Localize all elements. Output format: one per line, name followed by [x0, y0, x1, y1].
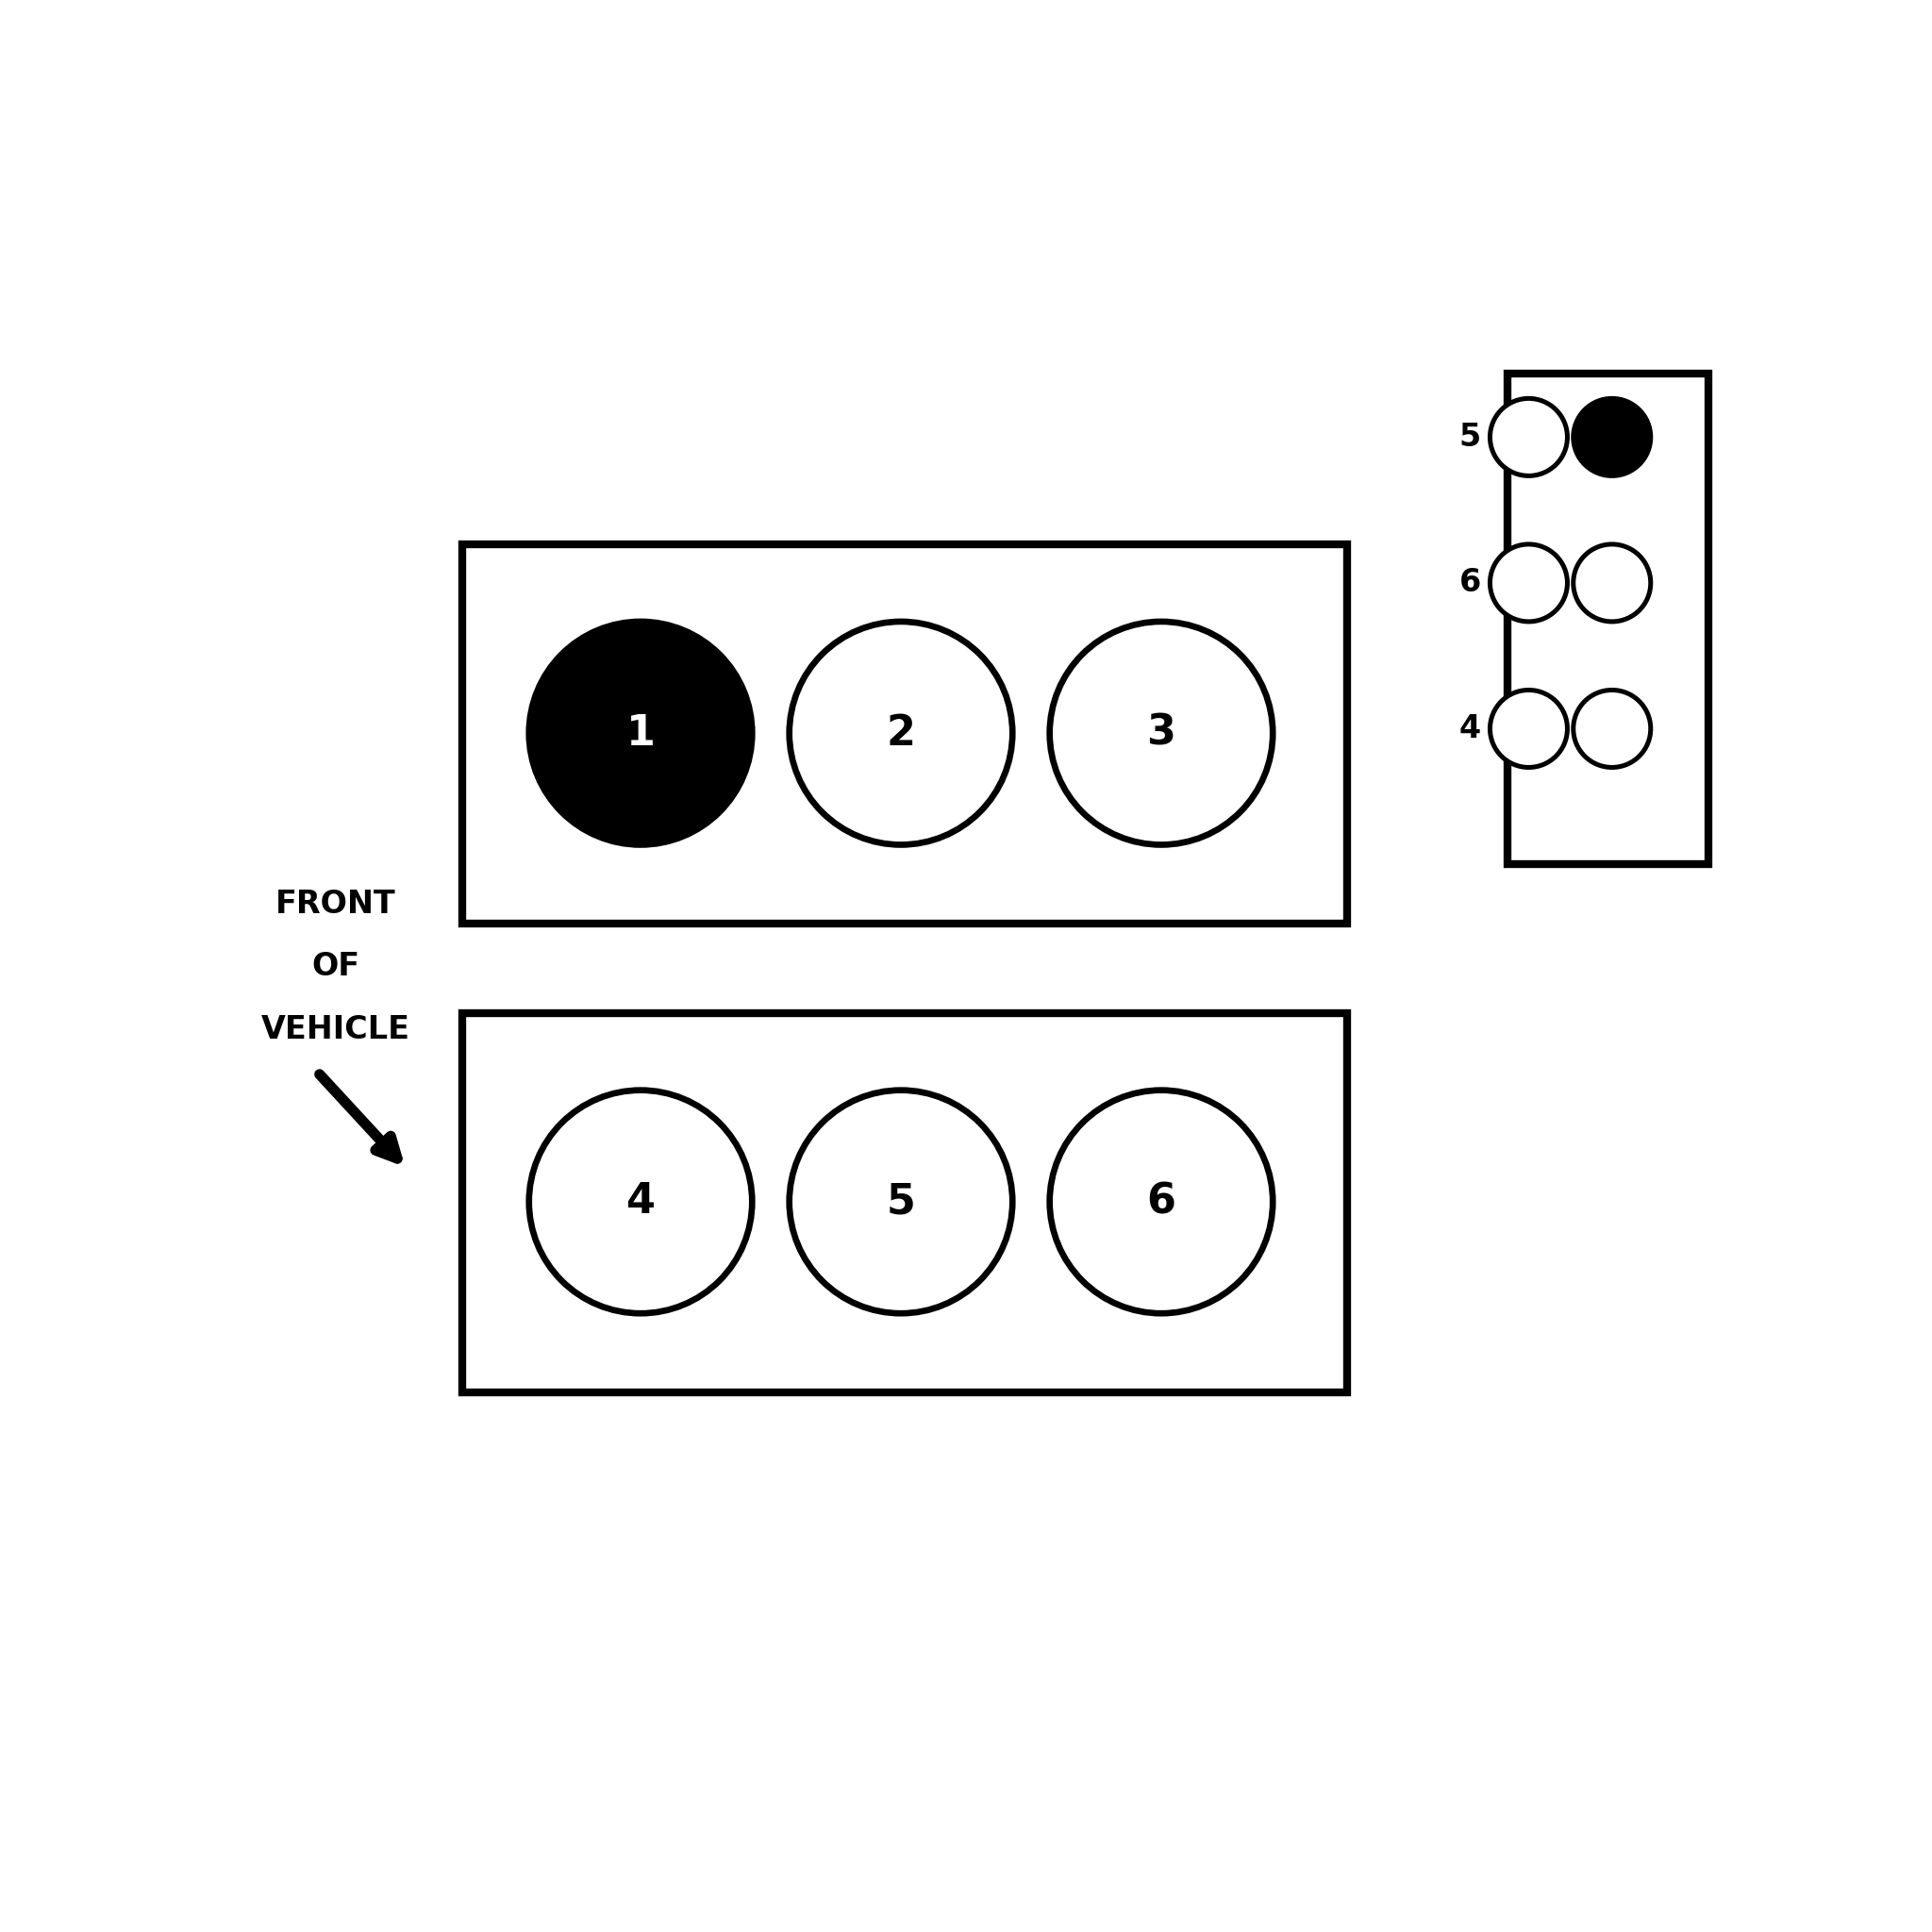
- Text: FRONT: FRONT: [276, 889, 396, 920]
- Text: 2: 2: [887, 713, 916, 753]
- Text: 5: 5: [887, 1182, 916, 1223]
- Circle shape: [1573, 545, 1650, 622]
- Text: 6: 6: [1146, 1182, 1177, 1223]
- Bar: [462, 1012, 1347, 1393]
- Text: 1: 1: [626, 713, 655, 753]
- Text: 4: 4: [1459, 713, 1482, 744]
- Circle shape: [1573, 690, 1650, 767]
- Circle shape: [1490, 398, 1567, 475]
- Circle shape: [790, 622, 1012, 844]
- Text: 4: 4: [626, 1182, 655, 1223]
- Text: 5: 5: [1459, 421, 1482, 452]
- Circle shape: [790, 1090, 1012, 1314]
- Circle shape: [529, 622, 752, 844]
- Circle shape: [1490, 690, 1567, 767]
- Bar: [462, 545, 1347, 923]
- Text: 6: 6: [1459, 568, 1482, 599]
- Circle shape: [1490, 545, 1567, 622]
- Circle shape: [529, 1090, 752, 1314]
- Text: OF: OF: [311, 951, 359, 981]
- Bar: [1507, 373, 1708, 864]
- Text: VEHICLE: VEHICLE: [261, 1014, 410, 1045]
- Circle shape: [1049, 622, 1273, 844]
- Text: 3: 3: [1148, 713, 1177, 753]
- Circle shape: [1049, 1090, 1273, 1314]
- Circle shape: [1573, 398, 1650, 475]
